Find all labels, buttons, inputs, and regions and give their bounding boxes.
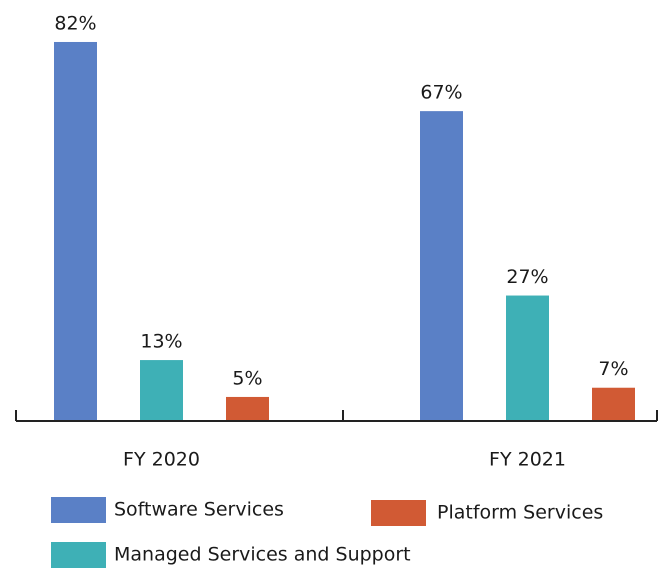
legend-swatch [51, 497, 106, 523]
bar [592, 387, 635, 420]
legend-label: Software Services [114, 499, 284, 521]
bar [506, 295, 549, 420]
x-tick-label: FY 2021 [489, 449, 566, 471]
data-label: 5% [232, 367, 262, 389]
x-tick-label: FY 2020 [123, 449, 200, 471]
data-label: 82% [54, 12, 96, 34]
bar [420, 111, 463, 420]
data-label: 13% [140, 331, 182, 353]
bar [226, 396, 269, 420]
legend-swatch [371, 500, 426, 526]
bar [54, 41, 97, 420]
x-axis [15, 410, 658, 422]
data-label: 7% [598, 358, 628, 380]
legend-label: Managed Services and Support [114, 544, 411, 566]
data-label: 67% [420, 82, 462, 104]
legend-label: Platform Services [437, 502, 603, 524]
data-label: 27% [506, 266, 548, 288]
legend-swatch [51, 542, 106, 568]
bar [140, 360, 183, 420]
